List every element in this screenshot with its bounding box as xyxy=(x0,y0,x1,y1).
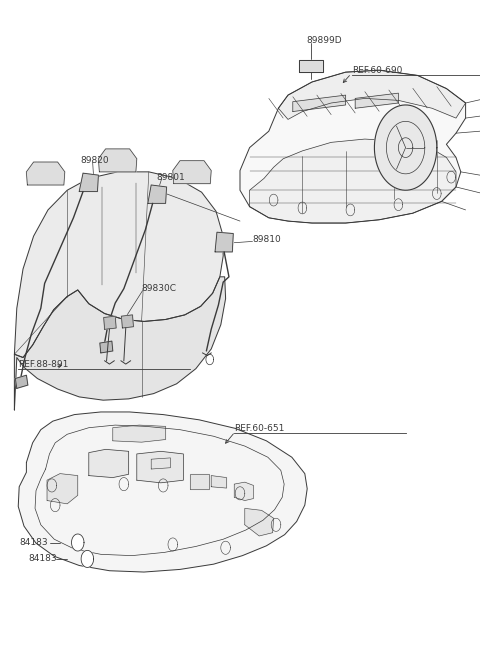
Polygon shape xyxy=(100,341,113,353)
Polygon shape xyxy=(355,93,398,108)
Text: 84183: 84183 xyxy=(19,538,48,547)
Polygon shape xyxy=(15,375,28,388)
Polygon shape xyxy=(14,277,226,410)
Polygon shape xyxy=(299,60,323,72)
Polygon shape xyxy=(278,70,466,119)
Polygon shape xyxy=(98,149,137,172)
Text: REF.60-651: REF.60-651 xyxy=(234,424,285,433)
Polygon shape xyxy=(18,412,307,572)
Polygon shape xyxy=(215,232,233,252)
Text: 89801: 89801 xyxy=(156,173,185,182)
Polygon shape xyxy=(14,172,223,358)
Text: REF.60-690: REF.60-690 xyxy=(352,66,402,75)
Text: 89830C: 89830C xyxy=(142,284,177,293)
Polygon shape xyxy=(104,316,116,329)
Text: 89899D: 89899D xyxy=(306,36,342,45)
Polygon shape xyxy=(79,173,98,192)
Polygon shape xyxy=(240,70,466,223)
Polygon shape xyxy=(26,162,65,185)
Polygon shape xyxy=(190,474,209,489)
Polygon shape xyxy=(293,95,346,112)
Polygon shape xyxy=(137,451,183,483)
Polygon shape xyxy=(211,476,227,488)
Polygon shape xyxy=(234,482,253,501)
Text: 89810: 89810 xyxy=(252,235,281,244)
Polygon shape xyxy=(72,534,84,551)
Polygon shape xyxy=(148,185,167,203)
Text: 84183: 84183 xyxy=(29,554,58,564)
Polygon shape xyxy=(121,315,133,328)
Polygon shape xyxy=(113,425,166,442)
Polygon shape xyxy=(47,474,78,504)
Polygon shape xyxy=(245,508,274,536)
Text: 89820: 89820 xyxy=(81,156,109,165)
Polygon shape xyxy=(151,458,170,469)
Text: REF.88-891: REF.88-891 xyxy=(18,359,69,369)
Polygon shape xyxy=(173,161,211,184)
Polygon shape xyxy=(89,449,129,478)
Polygon shape xyxy=(250,139,456,223)
Polygon shape xyxy=(374,105,437,190)
Polygon shape xyxy=(81,550,94,567)
